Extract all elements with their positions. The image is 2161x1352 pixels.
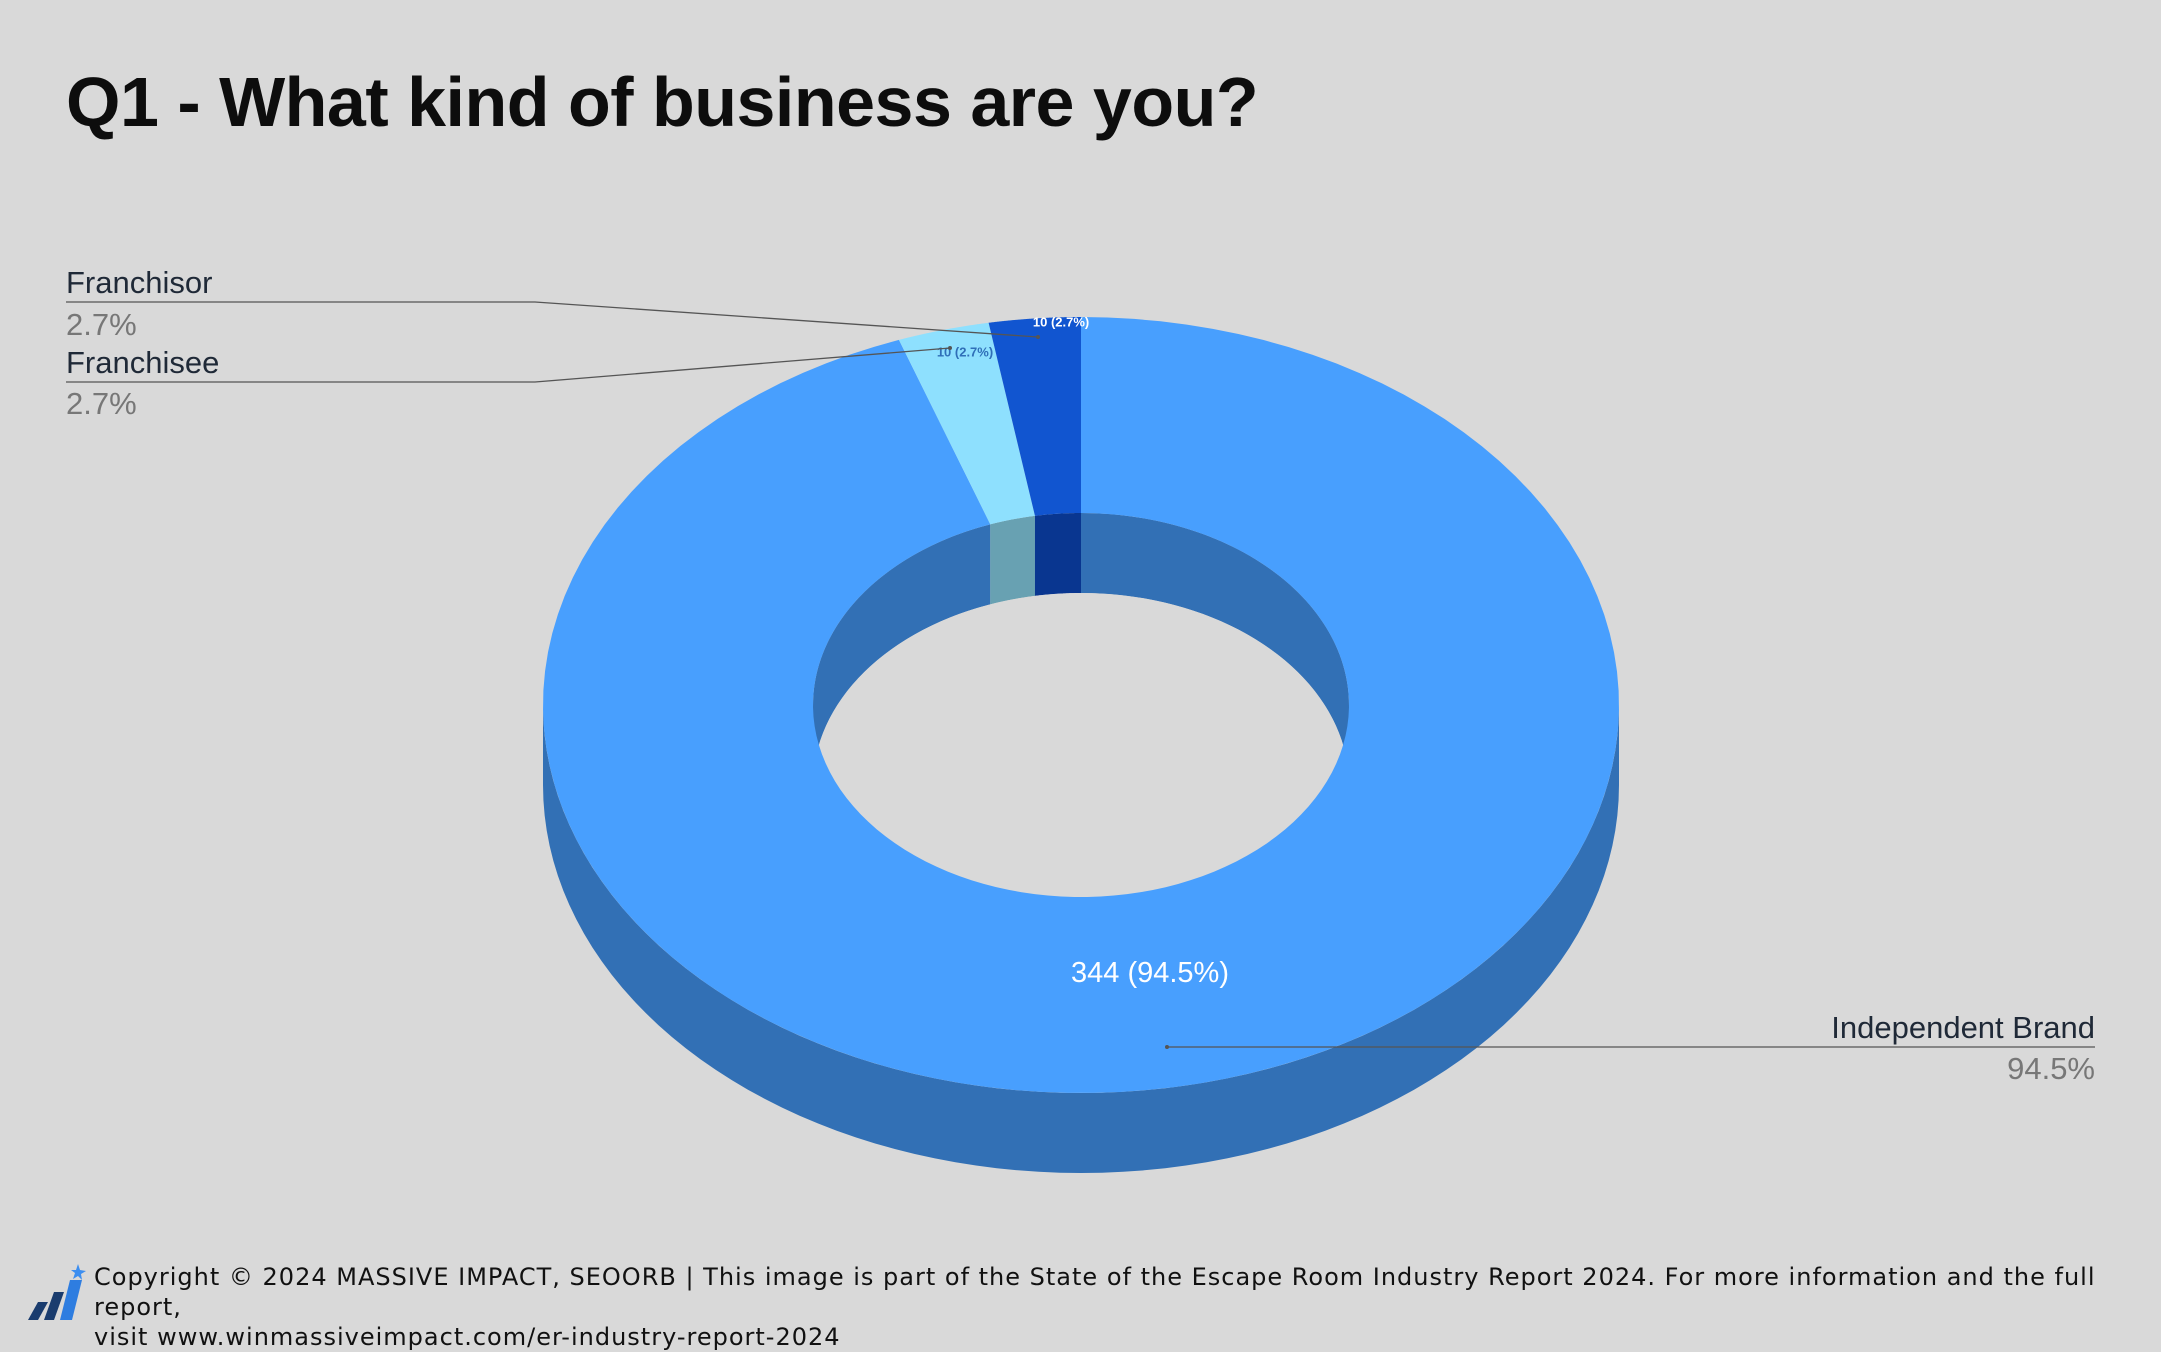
slice-inner-side xyxy=(1034,513,1081,596)
legend-pct-franchisor: 2.7% xyxy=(66,307,137,342)
donut-chart: 344 (94.5%) 10 (2.7%) 10 (2.7%) Franchisor 2… xyxy=(66,265,2095,1173)
slice-value-label: 10 (2.7%) xyxy=(937,344,993,359)
slice-value-label: 344 (94.5%) xyxy=(1071,957,1229,989)
slice-inner-side xyxy=(813,524,991,785)
callout-line-franchisee xyxy=(66,347,951,383)
donut-top xyxy=(543,317,1619,1093)
footer-line-1: Copyright © 2024 MASSIVE IMPACT, SEOORB … xyxy=(94,1263,2096,1321)
callout-line-franchisor-dot xyxy=(1036,335,1040,339)
donut-sides xyxy=(543,705,1619,1173)
slice-inner-side xyxy=(990,515,1035,605)
legend-name-franchisee: Franchisee xyxy=(66,345,219,380)
footer-line-2: visit www.winmassiveimpact.com/er-indust… xyxy=(94,1323,841,1351)
chart-title: Q1 - What kind of business are you? xyxy=(66,63,1259,141)
legend-pct-franchisee: 2.7% xyxy=(66,386,137,421)
slice-outer-side xyxy=(543,705,1619,1173)
legend-pct-independent-brand: 94.5% xyxy=(2007,1051,2095,1086)
callout-line-franchisee-dot xyxy=(948,346,952,350)
slice-franchisee xyxy=(898,322,1035,525)
slice-independent-brand xyxy=(543,317,1619,1093)
legend-name-independent-brand: Independent Brand xyxy=(1831,1010,2095,1045)
slice-inner-side xyxy=(1081,513,1349,785)
copyright-footer: Copyright © 2024 MASSIVE IMPACT, SEOORB … xyxy=(94,1262,2154,1352)
donut-inner-walls xyxy=(813,513,1349,785)
slice-value-label: 10 (2.7%) xyxy=(1033,314,1089,329)
callout-line-franchisor xyxy=(66,301,1039,338)
callout-line-independent-brand-dot xyxy=(1165,1045,1169,1049)
massive-impact-logo-icon xyxy=(28,1264,86,1320)
legend-name-franchisor: Franchisor xyxy=(66,265,212,300)
slice-franchisor xyxy=(988,317,1081,516)
